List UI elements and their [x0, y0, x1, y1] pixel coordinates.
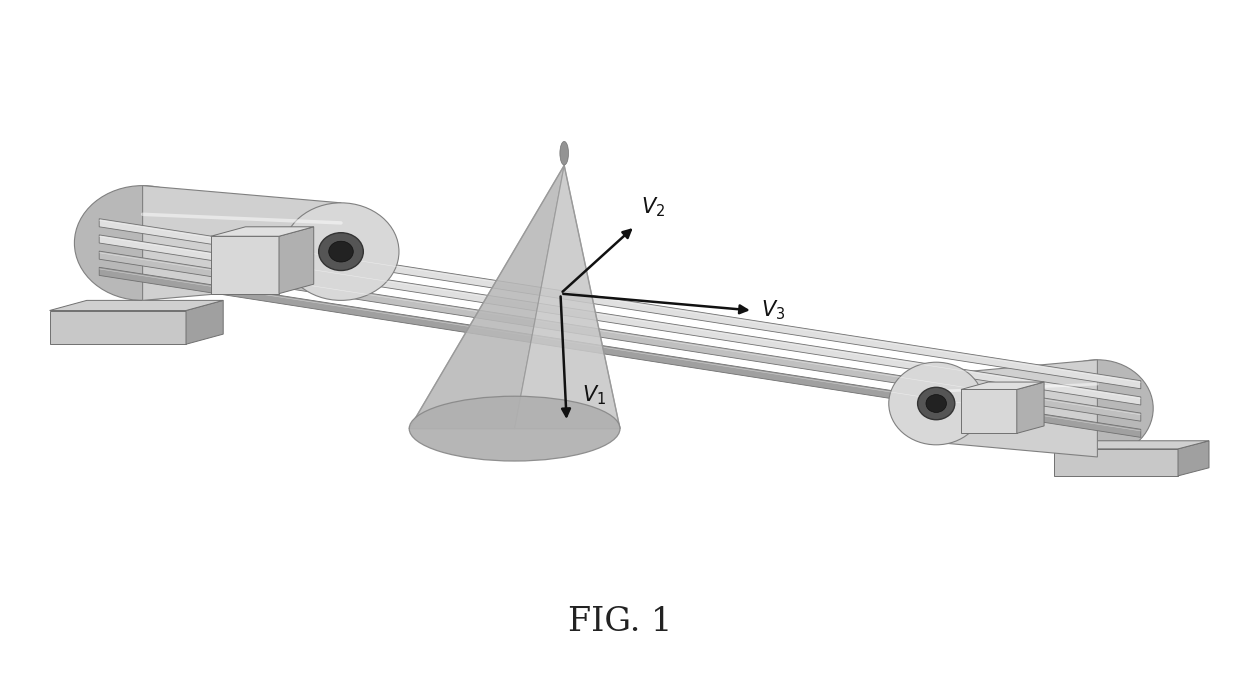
Text: $V_3$: $V_3$ [761, 299, 786, 322]
Polygon shape [936, 360, 1097, 457]
Polygon shape [99, 235, 1141, 405]
Ellipse shape [1042, 360, 1153, 457]
Polygon shape [409, 165, 564, 429]
Polygon shape [1178, 441, 1209, 476]
Polygon shape [961, 382, 1044, 389]
Polygon shape [50, 300, 223, 310]
Polygon shape [211, 227, 314, 236]
Polygon shape [279, 227, 314, 294]
Polygon shape [99, 219, 1141, 389]
Ellipse shape [283, 203, 399, 300]
Text: $V_2$: $V_2$ [641, 196, 665, 219]
Polygon shape [211, 236, 279, 294]
Ellipse shape [918, 387, 955, 420]
Polygon shape [50, 310, 186, 344]
Ellipse shape [560, 142, 569, 165]
Ellipse shape [319, 233, 363, 271]
Polygon shape [1017, 382, 1044, 433]
Ellipse shape [329, 241, 353, 262]
Ellipse shape [926, 395, 946, 412]
Ellipse shape [74, 186, 211, 300]
Polygon shape [961, 389, 1017, 433]
Polygon shape [99, 267, 1141, 437]
Polygon shape [1054, 441, 1209, 449]
Polygon shape [1054, 449, 1178, 476]
Ellipse shape [409, 396, 620, 461]
Polygon shape [515, 165, 620, 429]
Polygon shape [186, 300, 223, 344]
Text: FIG. 1: FIG. 1 [568, 606, 672, 638]
Ellipse shape [889, 362, 983, 445]
Polygon shape [143, 186, 341, 300]
Polygon shape [99, 251, 1141, 421]
Text: $V_1$: $V_1$ [582, 383, 605, 406]
